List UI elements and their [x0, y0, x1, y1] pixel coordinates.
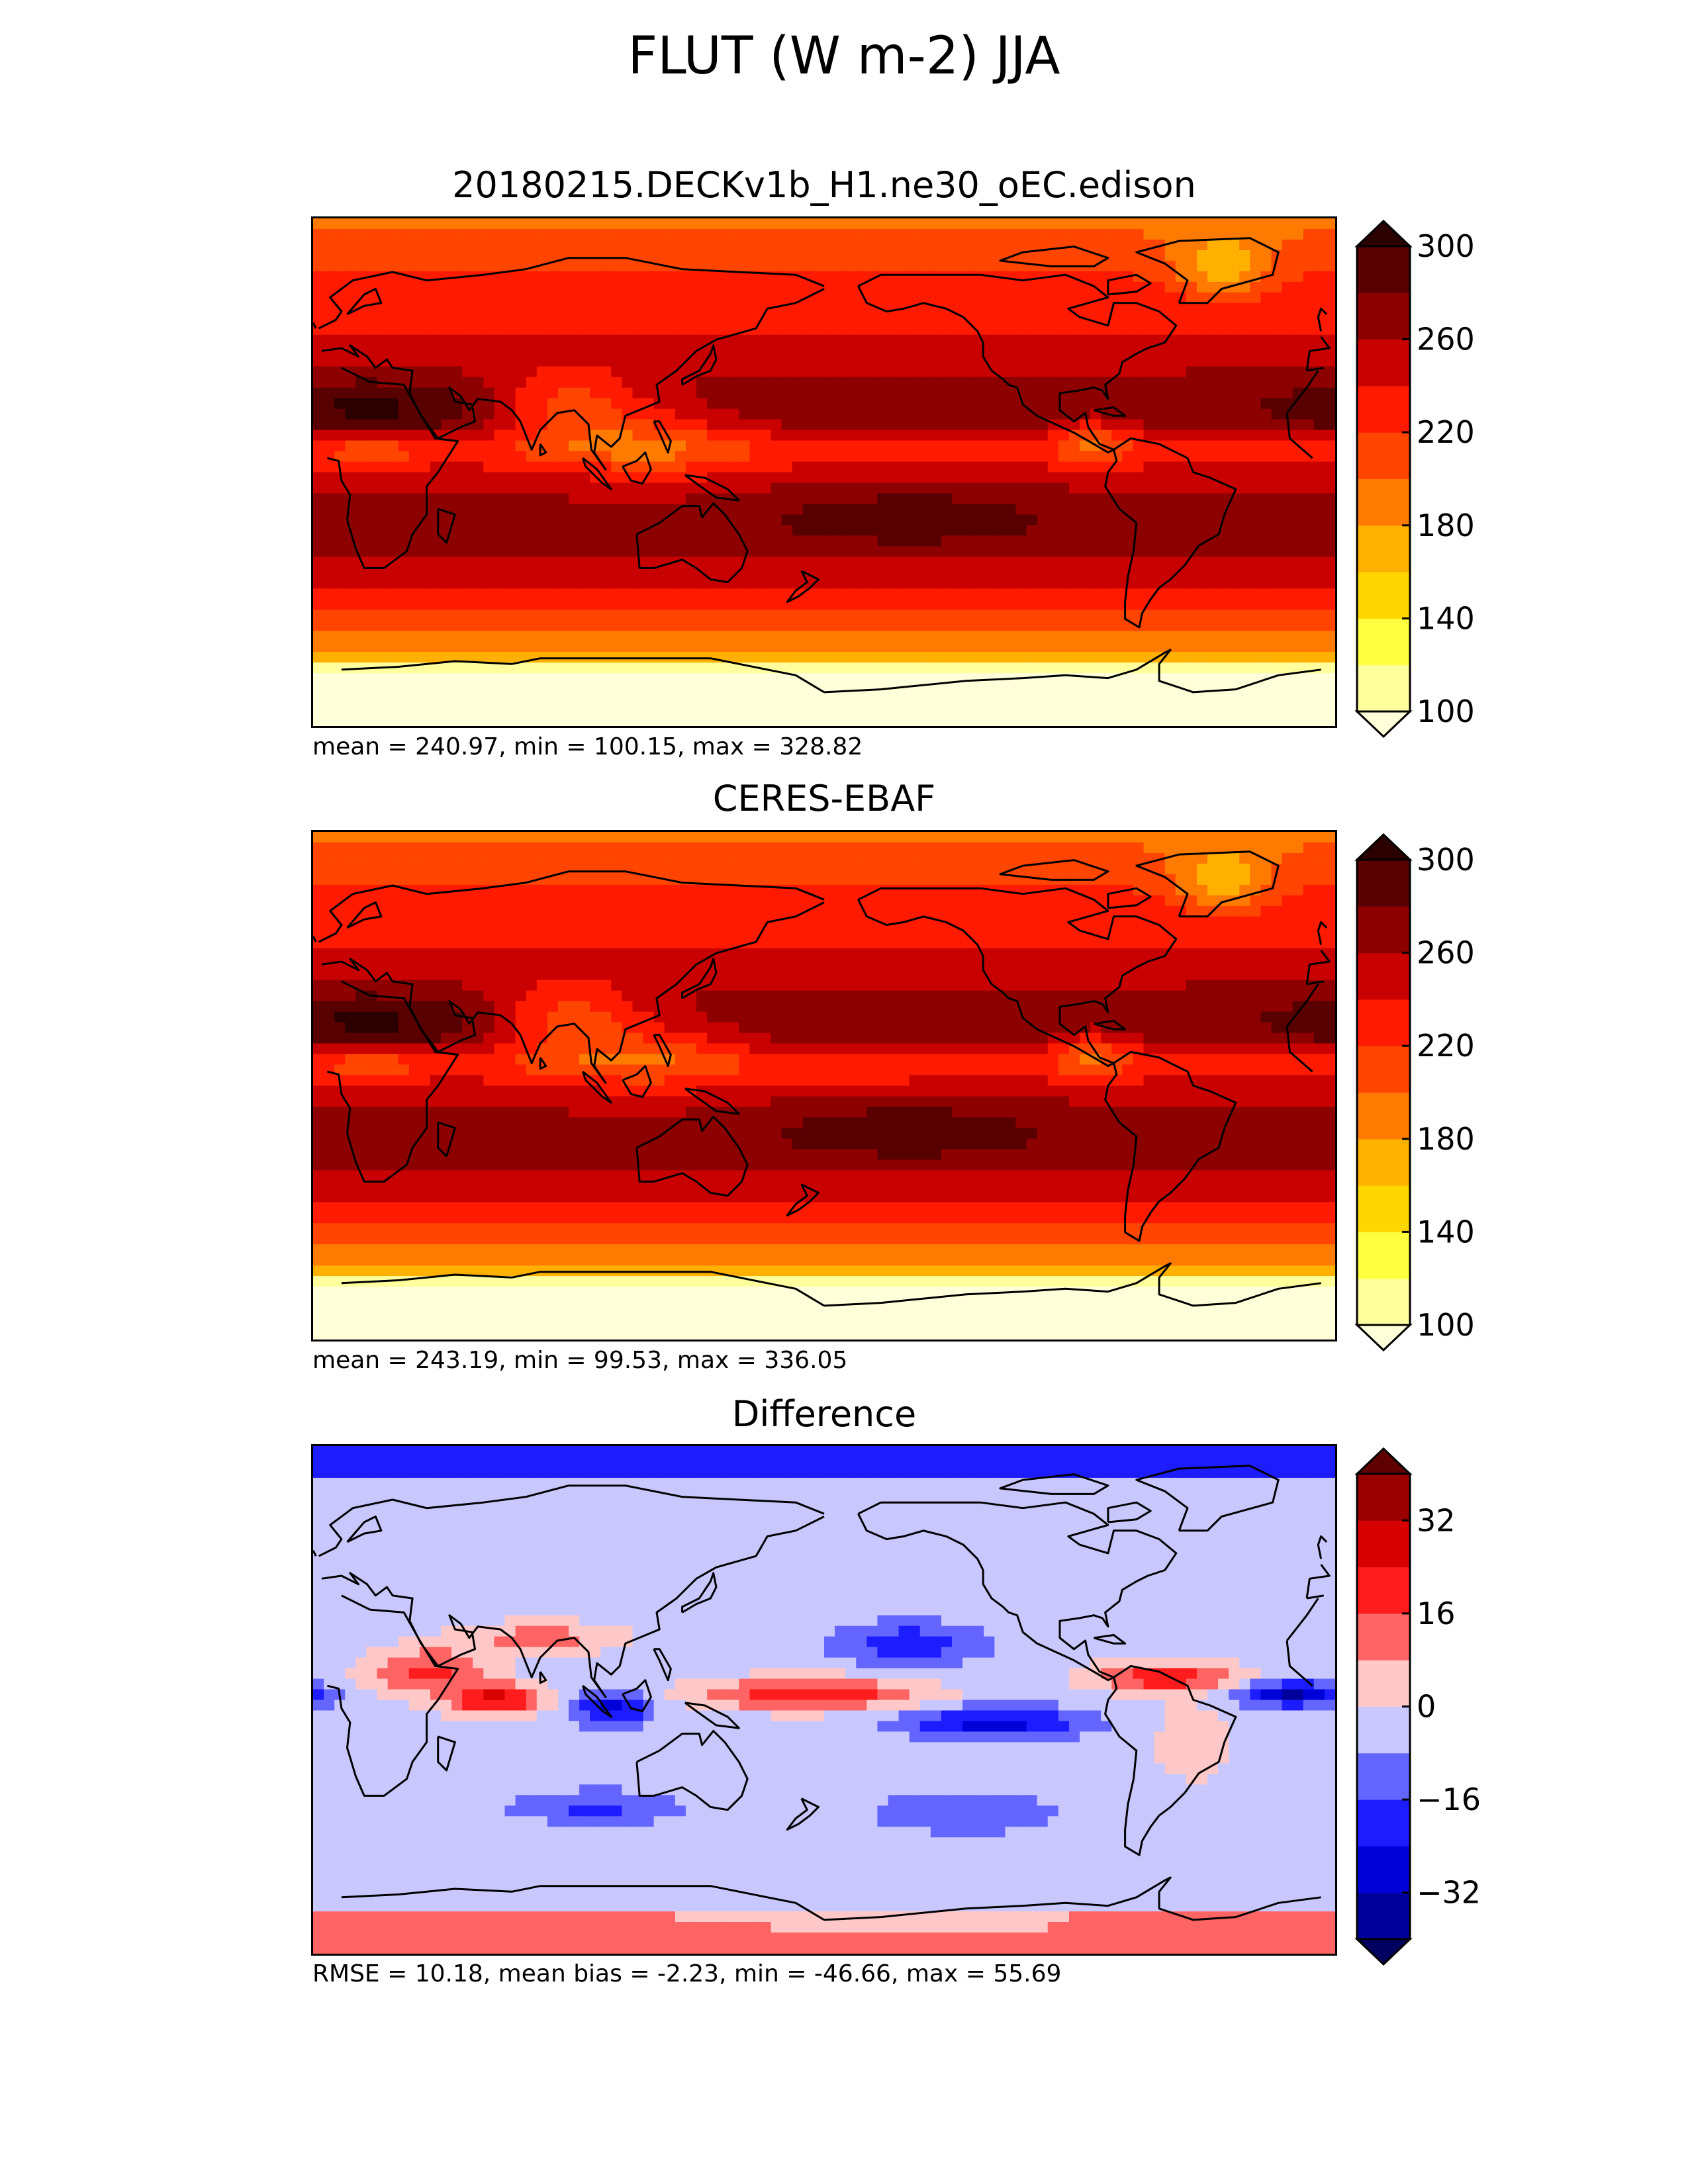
colorbar-reference: 100 140 180 220 260 300 [1350, 825, 1523, 1357]
colorbar-band [1357, 1613, 1410, 1661]
colorbar-band [1357, 572, 1410, 619]
colorbar-band [1357, 385, 1410, 433]
coastlines [313, 237, 1331, 694]
colorbar-extend-min [1354, 1938, 1413, 1966]
panel-title-difference: Difference [731, 1393, 917, 1435]
colorbar-tick-label: 100 [1417, 1307, 1475, 1343]
colorbar-band [1357, 1092, 1410, 1140]
colorbar-extend-min [1354, 1324, 1413, 1352]
panel-title-reference: CERES-EBAF [712, 778, 936, 819]
colorbar-band [1357, 478, 1410, 526]
colorbar-tick-label: 300 [1417, 842, 1475, 878]
colorbar-tick-label: 0 [1417, 1689, 1436, 1725]
colorbar-tick-label: 180 [1417, 508, 1475, 543]
world-map-difference-field [313, 1446, 1335, 1954]
colorbar-band [1357, 999, 1410, 1046]
colorbar-band [1357, 1520, 1410, 1568]
colorbar-tick-label: 32 [1417, 1502, 1456, 1538]
colorbar-band [1357, 525, 1410, 572]
colorbar-band [1357, 860, 1410, 907]
map-test [311, 216, 1337, 728]
colorbar-band [1357, 952, 1410, 1000]
panel-title-test: 20180215.DECKv1b_H1.ne30_oEC.edison [452, 164, 1196, 206]
colorbar-band [1357, 1892, 1410, 1940]
colorbar-tick-label: 140 [1417, 1214, 1475, 1250]
colorbar-band [1357, 1752, 1410, 1800]
colorbar-difference: −32 −16 0 16 32 [1350, 1439, 1523, 1972]
colorbar-band [1357, 1660, 1410, 1707]
colorbar-extend-max [1354, 1447, 1413, 1475]
colorbar-band [1357, 432, 1410, 479]
colorbar-band [1357, 1232, 1410, 1279]
colorbar-test: 100 140 180 220 260 300 [1350, 212, 1523, 744]
stats-reference: mean = 243.19, min = 99.53, max = 336.05 [312, 1347, 848, 1374]
world-map-test-field [313, 218, 1335, 726]
colorbar-tick-label: 260 [1417, 935, 1475, 971]
colorbar-band [1357, 1138, 1410, 1186]
colorbar-tick-label: 180 [1417, 1121, 1475, 1157]
colorbar-tick-label: 220 [1417, 1028, 1475, 1064]
colorbar-tick-label: 16 [1417, 1596, 1456, 1631]
colorbar-band [1357, 664, 1410, 712]
colorbar-tick-label: 260 [1417, 322, 1475, 357]
colorbar-band [1357, 246, 1410, 293]
field-cells [313, 832, 1335, 1340]
colorbar-band [1357, 1278, 1410, 1326]
colorbar-band [1357, 1799, 1410, 1846]
coastlines [313, 1465, 1331, 1921]
colorbar-extend-max [1354, 219, 1413, 248]
colorbar-frame [1356, 245, 1411, 713]
colorbar-band [1357, 906, 1410, 954]
colorbar-tick-label: 100 [1417, 694, 1475, 729]
colorbar-extend-max [1354, 833, 1413, 861]
figure-title: FLUT (W m-2) JJA [628, 26, 1060, 86]
colorbar-band [1357, 1185, 1410, 1232]
field-cells [313, 1446, 1335, 1954]
colorbar-frame [1356, 858, 1411, 1326]
colorbar-tick-label: 140 [1417, 600, 1475, 636]
colorbar-tick-label: 220 [1417, 414, 1475, 450]
world-map-reference-field [313, 832, 1335, 1340]
colorbar-band [1357, 1567, 1410, 1614]
colorbar-band [1357, 1846, 1410, 1893]
map-difference [311, 1444, 1337, 1956]
field-cells [313, 218, 1335, 726]
colorbar-band [1357, 1706, 1410, 1754]
stats-test: mean = 240.97, min = 100.15, max = 328.8… [312, 733, 863, 760]
coastlines [313, 850, 1331, 1307]
colorbar-band [1357, 1474, 1410, 1521]
colorbar-band [1357, 618, 1410, 666]
colorbar-tick-label: −32 [1417, 1875, 1481, 1911]
map-reference [311, 830, 1337, 1342]
colorbar-band [1357, 1046, 1410, 1093]
stats-difference: RMSE = 10.18, mean bias = -2.23, min = -… [312, 1960, 1062, 1987]
colorbar-tick-label: −16 [1417, 1782, 1481, 1817]
colorbar-tick-label: 300 [1417, 228, 1475, 264]
colorbar-band [1357, 293, 1410, 340]
colorbar-extend-min [1354, 710, 1413, 739]
colorbar-band [1357, 339, 1410, 387]
